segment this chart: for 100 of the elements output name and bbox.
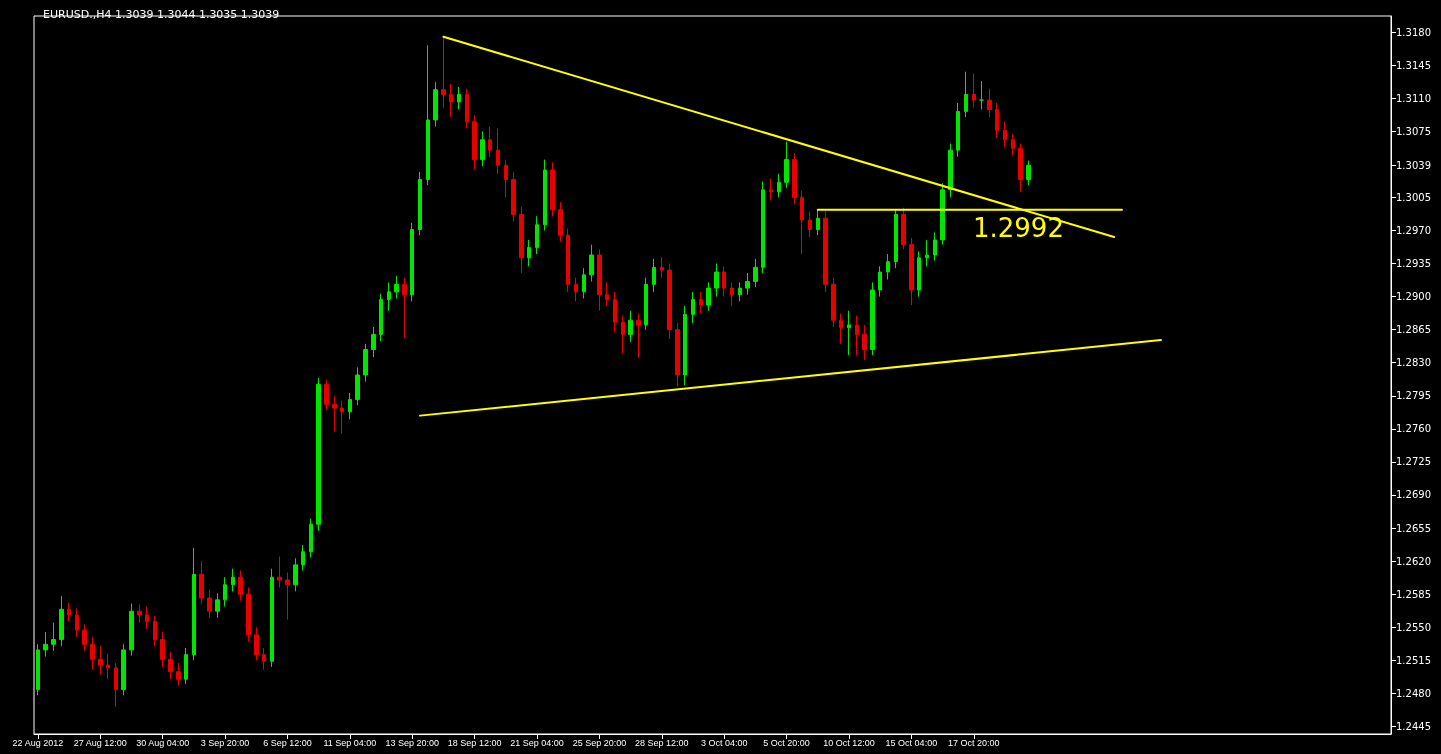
candlestick: [472, 114, 477, 170]
y-tick-label: 1.2690: [1396, 489, 1431, 501]
candlestick: [777, 173, 781, 198]
candlestick: [98, 645, 103, 675]
candlestick: [59, 595, 64, 647]
candlestick: [816, 209, 820, 236]
candlestick: [207, 588, 212, 619]
candlestick: [75, 607, 79, 638]
candlestick: [129, 603, 134, 657]
candlestick: [316, 377, 321, 532]
candlestick: [355, 366, 360, 406]
candlestick: [1011, 133, 1015, 156]
candlestick: [706, 281, 711, 312]
x-tick-label: 17 Oct 20:00: [947, 737, 1000, 748]
candlestick: [418, 171, 422, 236]
candlestick: [277, 555, 282, 589]
candlestick: [964, 71, 968, 118]
x-tick-label: 18 Sep 12:00: [447, 737, 502, 748]
candlestick: [106, 653, 110, 680]
candlestick: [160, 631, 165, 668]
candlestick: [114, 662, 118, 708]
y-tick-label: 1.2480: [1396, 687, 1431, 699]
candlestick: [636, 313, 641, 359]
candlestick: [605, 281, 609, 307]
candlestick: [480, 130, 485, 167]
candlestick: [784, 141, 789, 189]
candlestick: [699, 291, 703, 315]
candlestick: [371, 326, 376, 358]
x-tick-label: 21 Sep 04:00: [510, 737, 564, 748]
candlestick: [363, 343, 368, 383]
candlestick: [823, 211, 828, 293]
candlestick: [199, 560, 204, 605]
candlestick: [309, 518, 313, 558]
candlestick: [223, 576, 227, 607]
candlestick: [1026, 160, 1031, 186]
candlestick: [582, 267, 586, 299]
y-tick-label: 1.2830: [1396, 357, 1431, 369]
candlestick: [769, 177, 773, 201]
candlestick: [43, 631, 48, 658]
candlestick: [940, 182, 945, 246]
candlestick: [839, 313, 843, 345]
candlestick: [285, 571, 290, 621]
candlestick: [293, 557, 298, 592]
y-tick-label: 1.2795: [1396, 390, 1431, 402]
y-tick-label: 1.2620: [1396, 555, 1431, 567]
candlestick: [137, 604, 142, 624]
candlestick: [457, 86, 461, 111]
candlestick: [379, 293, 383, 342]
candlestick: [215, 592, 220, 619]
candlestick: [402, 277, 407, 339]
candlestick: [660, 256, 664, 279]
candlestick: [535, 215, 539, 255]
y-tick-label: 1.2935: [1396, 258, 1431, 270]
candlestick: [933, 231, 937, 262]
candlestick: [613, 291, 617, 333]
chart-title: EURUSD.,H4 1.3039 1.3044 1.3035 1.3039: [43, 8, 280, 21]
y-tick-label: 1.3005: [1396, 191, 1431, 203]
y-tick-label: 1.2970: [1396, 224, 1431, 236]
x-tick-label: 3 Oct 04:00: [700, 737, 748, 748]
y-tick-label: 1.2655: [1396, 522, 1431, 534]
candlestick: [121, 643, 126, 696]
candlestick: [808, 211, 812, 238]
candlestick: [730, 281, 734, 307]
y-tick-label: 1.2760: [1396, 423, 1431, 435]
candlestick: [644, 277, 648, 331]
x-tick-label: 25 Sep 20:00: [572, 737, 627, 748]
x-tick-label: 22 Aug 2012: [12, 737, 64, 748]
candlestick: [792, 152, 797, 205]
y-tick-label: 1.3075: [1396, 125, 1431, 137]
candlestick: [691, 291, 695, 324]
candlestick: [511, 171, 516, 222]
y-tick-label: 1.3039: [1396, 159, 1431, 171]
candlestick: [574, 277, 578, 302]
x-tick-label: 30 Aug 04:00: [136, 737, 190, 748]
candlestick: [948, 143, 953, 198]
candlestick: [465, 88, 469, 129]
candlestick: [51, 622, 56, 652]
x-tick-label: 3 Sep 20:00: [200, 737, 250, 748]
candlestick: [394, 275, 399, 299]
candlestick: [675, 322, 680, 387]
candlestick: [488, 126, 492, 158]
y-tick-label: 1.2900: [1396, 291, 1431, 303]
candlestick: [870, 281, 875, 356]
candlestick: [621, 314, 625, 354]
candlestick: [909, 237, 914, 306]
candlestick: [246, 587, 251, 642]
candlestick: [82, 623, 87, 652]
candlestick: [1018, 143, 1023, 193]
candlestick: [956, 102, 960, 158]
candlestick: [550, 161, 555, 217]
candlestick: [589, 244, 594, 282]
candlestick: [519, 206, 524, 274]
candlestick: [145, 605, 149, 630]
candlestick: [254, 626, 259, 661]
candlestick: [324, 379, 329, 411]
x-tick-label: 5 Oct 20:00: [763, 737, 810, 748]
candlestick: [972, 73, 976, 109]
candlestick: [168, 651, 173, 680]
candlestick: [543, 159, 547, 231]
candlestick: [340, 400, 344, 435]
